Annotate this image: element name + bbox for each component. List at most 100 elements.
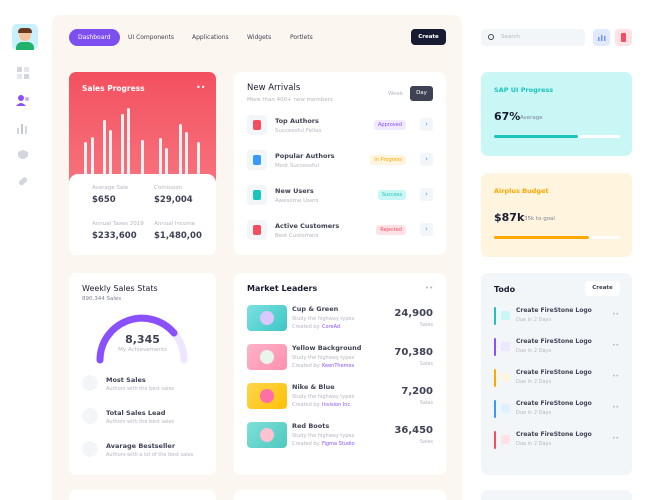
progress-caption: Average [520,115,543,121]
menu-dots[interactable]: •• [196,83,206,92]
todo-menu[interactable]: •• [612,435,620,442]
item-title[interactable]: Popular Authors [275,152,335,160]
achievement-gauge [96,314,188,364]
sidebar-icons[interactable] [16,66,32,206]
todo-color-bar [494,338,496,356]
search-box[interactable]: Search [481,29,585,46]
nav-item[interactable]: Widgets [247,34,272,41]
sales-progress-card: Sales Progress •• Average Sale $650 Comiss… [69,72,216,255]
bottom-card [69,490,216,500]
stat-value: $650 [92,195,116,205]
product-value: 36,450 [394,425,433,436]
todo-checkbox[interactable] [501,435,510,444]
item-title[interactable]: New Users [275,187,314,195]
bottom-card [234,490,446,500]
tab-day[interactable]: Day [410,86,433,101]
arrow-button[interactable]: › [420,153,433,166]
stat-value: $1,480,00 [154,231,202,241]
item-subtitle: Awesome Users [275,198,319,204]
card-title: New Arrivals [247,83,301,93]
stat-value: $233,600 [92,231,137,241]
todo-title[interactable]: Create FireStone Logo [516,307,592,314]
status-badge: Rejected [376,225,406,235]
card-title: Airplus Budget [494,187,549,195]
product-title[interactable]: Red Boots [292,422,330,430]
todo-title[interactable]: Create FireStone Logo [516,338,592,345]
creator-name[interactable]: CoreAd [322,324,341,330]
todo-card: Todo Create Create FireStone Logo Due in … [481,273,632,475]
book-button[interactable] [615,29,632,46]
todo-title[interactable]: Create FireStone Logo [516,400,592,407]
created-by-label: Created by: [292,402,321,408]
todo-title[interactable]: Create FireStone Logo [516,431,592,438]
item-title: Most Sales [106,376,146,384]
sap-progress-card: SAP UI Progress 67% Average [481,72,632,156]
item-subtitle: Authors with a lot of the best sales [106,452,194,458]
product-thumbnail [247,305,287,331]
product-value: 70,380 [394,347,433,358]
product-title[interactable]: Nike & Blue [292,383,335,391]
arrow-button[interactable]: › [420,118,433,131]
nav-item[interactable]: Applications [192,34,229,41]
todo-checkbox[interactable] [501,342,510,351]
todo-create-button[interactable]: Create [585,281,620,296]
nav-item[interactable]: Dashboard [69,29,120,46]
todo-menu[interactable]: •• [612,404,620,411]
tab-week[interactable]: Week [388,91,404,97]
search-placeholder: Search [501,34,520,40]
todo-color-bar [494,431,496,449]
todo-color-bar [494,400,496,418]
todo-due: Due in 2 Days [516,379,552,385]
gauge-value: 8,345 [125,333,160,346]
item-subtitle: Best Customers [275,233,319,239]
thumbnail-object [260,350,274,364]
create-button[interactable]: Create [411,29,446,45]
weekly-sales-card: Weekly Sales Stats 890,344 Sales 8,345 M… [69,273,216,475]
top-nav: Dashboard UI Components Applications Widget… [69,29,447,46]
card-title: Market Leaders [247,284,318,293]
card-subtitle: 890,344 Sales [82,296,122,302]
nav-item[interactable]: UI Components [128,34,175,41]
product-value-label: Sales [419,439,433,445]
stat-label: Comission [154,185,183,191]
product-description: Study the highway types [292,433,355,439]
todo-checkbox[interactable] [501,311,510,320]
todo-due: Due in 2 Days [516,348,552,354]
item-title: Avarage Bestseller [106,442,176,450]
creator-name[interactable]: Invision Inc. [322,402,352,408]
product-title[interactable]: Cup & Green [292,305,339,313]
item-icon [82,375,98,391]
todo-due: Due in 2 Days [516,441,552,447]
todo-checkbox[interactable] [501,373,510,382]
product-value-label: Sales [419,322,433,328]
todo-title[interactable]: Create FireStone Logo [516,369,592,376]
creator-name[interactable]: KeenThemes [322,363,355,369]
menu-dots[interactable]: •• [425,284,434,292]
todo-menu[interactable]: •• [612,373,620,380]
status-badge: In Progress [370,155,406,165]
item-icon [247,220,267,240]
todo-due: Due in 2 Days [516,410,552,416]
icon-glyph [253,225,261,235]
card-title: Sales Progress [82,84,145,93]
icon-glyph [253,190,261,200]
arrow-button[interactable]: › [420,188,433,201]
avatar[interactable] [12,24,38,50]
todo-menu[interactable]: •• [612,342,620,349]
todo-due: Due in 2 Days [516,317,552,323]
nav-item[interactable]: Portlets [290,34,313,41]
stats-button[interactable] [593,29,610,46]
thumbnail-object [260,428,274,442]
todo-checkbox[interactable] [501,404,510,413]
item-title[interactable]: Active Customers [275,222,340,230]
creator-name[interactable]: Figma Studio [322,441,355,447]
bottom-card [481,490,632,500]
todo-menu[interactable]: •• [612,311,620,318]
item-title[interactable]: Top Authors [275,117,319,125]
product-title[interactable]: Yellow Background [292,344,362,352]
item-icon [247,150,267,170]
budget-card: Airplus Budget $87k 35k to goal [481,173,632,257]
icon-glyph [253,155,261,165]
arrow-button[interactable]: › [420,223,433,236]
